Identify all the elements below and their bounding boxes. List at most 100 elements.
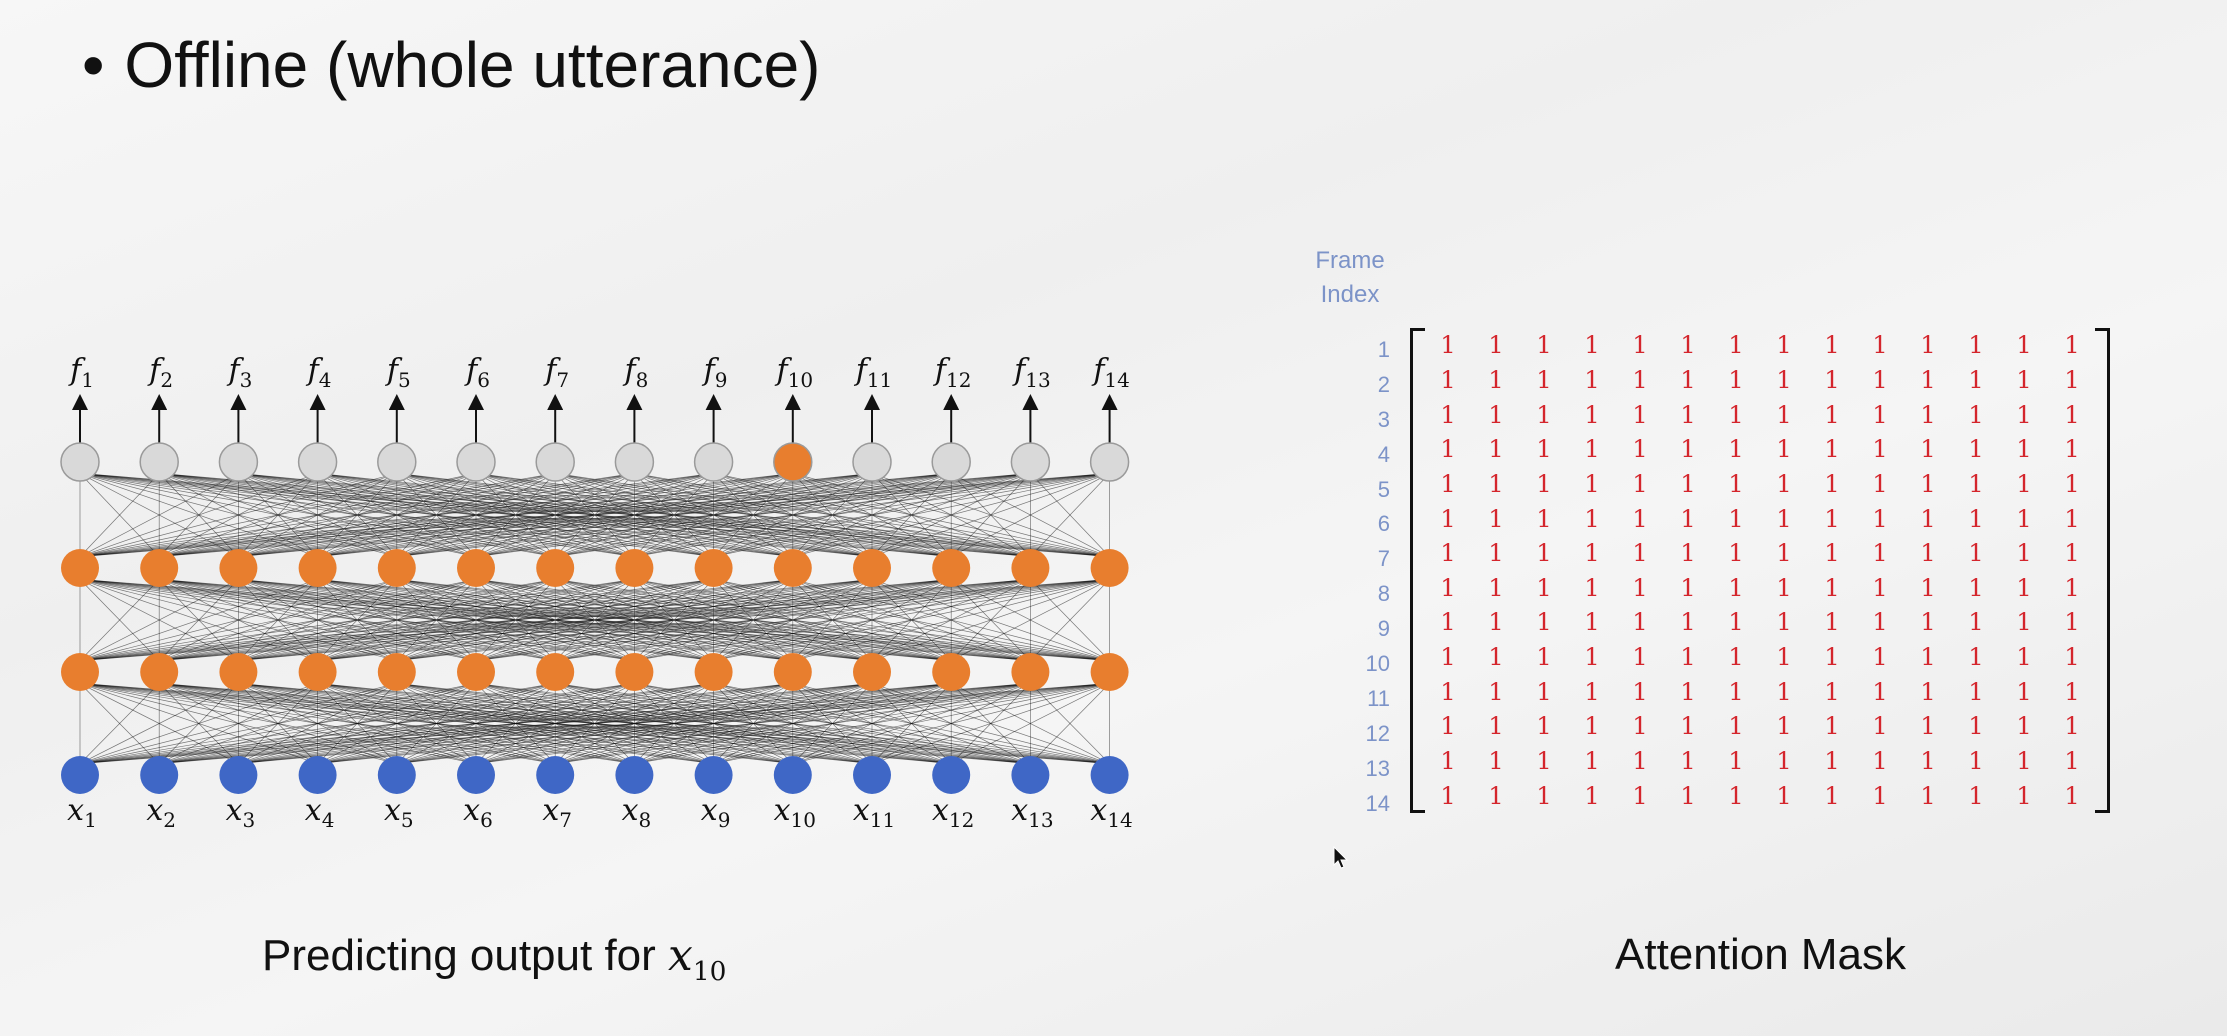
row-label: 10 — [1365, 651, 1390, 677]
matrix-cell: 1 — [1440, 747, 1456, 776]
matrix-cell: 1 — [1584, 712, 1600, 741]
edge — [871, 579, 1110, 661]
matrix-cell: 1 — [1824, 400, 1840, 429]
matrix-cell: 1 — [1536, 608, 1552, 637]
matrix-cell: 1 — [1488, 435, 1504, 464]
matrix-cell: 1 — [1920, 747, 1936, 776]
hidden-node-layer2-8 — [615, 549, 654, 587]
matrix-cell: 1 — [1968, 400, 1984, 429]
matrix-cell: 1 — [2016, 712, 2032, 741]
matrix-cell: 1 — [2064, 608, 2080, 637]
matrix-cell: 1 — [2064, 643, 2080, 672]
matrix-cell: 1 — [2016, 677, 2032, 706]
output-label-9: f9 — [702, 353, 728, 392]
matrix-cell: 1 — [1632, 435, 1648, 464]
matrix-cell: 1 — [1632, 712, 1648, 741]
matrix-cell: 1 — [1920, 435, 1936, 464]
caption-text: Predicting output for — [262, 931, 669, 980]
row-label: 1 — [1377, 337, 1390, 362]
output-node-12 — [931, 442, 971, 482]
hidden-node-layer2-2 — [140, 549, 179, 587]
edge — [317, 473, 1110, 557]
edge — [79, 473, 160, 557]
matrix-cell: 1 — [1536, 365, 1552, 394]
edge — [317, 683, 1110, 764]
edge — [79, 473, 1031, 557]
input-label-6: x6 — [463, 793, 493, 832]
matrix-cell: 1 — [1728, 435, 1744, 464]
edge — [1030, 683, 1110, 764]
matrix-cell: 1 — [1440, 677, 1456, 706]
matrix-cell: 1 — [1776, 573, 1792, 602]
output-node-1 — [60, 442, 100, 482]
matrix-cell: 1 — [1584, 504, 1600, 533]
matrix-cell: 1 — [1680, 331, 1696, 360]
edge — [79, 473, 239, 557]
edge — [79, 579, 635, 661]
matrix-cell: 1 — [2064, 504, 2080, 533]
input-label-12: x12 — [932, 793, 974, 832]
matrix-cell: 1 — [1680, 539, 1696, 568]
matrix-cell: 1 — [1872, 435, 1888, 464]
matrix-cell: 1 — [1872, 539, 1888, 568]
row-label: 7 — [1377, 546, 1390, 572]
row-label: 3 — [1377, 406, 1390, 432]
matrix-cell: 1 — [1824, 712, 1840, 741]
hidden-node-layer2-9 — [694, 549, 733, 587]
output-label-11: f11 — [854, 353, 893, 392]
matrix-cell: 1 — [1824, 365, 1840, 394]
matrix-cell: 1 — [1488, 365, 1504, 394]
output-arrows — [72, 394, 1118, 443]
hidden-node-layer2-11 — [853, 549, 891, 587]
edge — [951, 579, 1110, 661]
hidden-node-layer1-8 — [615, 653, 654, 691]
bullet: • — [82, 29, 105, 101]
matrix-cell: 1 — [2016, 331, 2032, 360]
neural-network-diagram: f1 x1 f2 x2 f3 x3 f4 x4 f5 x5 f6 x6 f7 x7 f8 x8 f9 x9 f10 x… — [60, 353, 1133, 832]
matrix-cell: 1 — [1728, 643, 1744, 672]
hidden-node-layer1-10 — [773, 653, 812, 691]
matrix-cell: 1 — [1488, 747, 1504, 776]
matrix-cell: 1 — [1920, 365, 1936, 394]
matrix-cell: 1 — [1968, 539, 1984, 568]
input-node-10 — [773, 756, 812, 794]
row-labels: 1 2 3 4 5 6 7 8 9 10 11 12 13 14 — [1330, 333, 1390, 821]
connection-edges — [79, 473, 1110, 764]
edge — [792, 579, 1110, 661]
matrix-cell: 1 — [1680, 677, 1696, 706]
input-node-6 — [457, 756, 495, 794]
row-label: 5 — [1377, 476, 1390, 502]
matrix-cell: 1 — [2064, 747, 2080, 776]
matrix-cell: 1 — [1920, 504, 1936, 533]
matrix-cell: 1 — [1776, 400, 1792, 429]
hidden-node-layer2-12 — [932, 549, 971, 587]
hidden-node-layer1-6 — [457, 653, 495, 691]
edge — [79, 683, 318, 764]
row-label: 11 — [1367, 685, 1390, 711]
hidden-node-layer2-10 — [773, 549, 812, 587]
matrix-cell: 1 — [1968, 435, 1984, 464]
edge — [79, 473, 1110, 557]
edge — [79, 579, 397, 661]
matrix-cell: 1 — [1920, 573, 1936, 602]
edge — [792, 683, 1110, 764]
matrix-cell: 1 — [1488, 504, 1504, 533]
input-label-8: x8 — [622, 793, 652, 832]
matrix-cell: 1 — [1536, 677, 1552, 706]
matrix-right-bracket — [2095, 328, 2110, 813]
edge — [555, 683, 1110, 764]
edge — [634, 683, 1110, 764]
output-node-10 — [773, 442, 813, 482]
attention-mask-caption: Attention Mask — [1615, 930, 1907, 979]
matrix-cell: 1 — [1872, 331, 1888, 360]
output-node-7 — [535, 442, 575, 482]
matrix-cell: 1 — [1536, 539, 1552, 568]
hidden-node-layer1-14 — [1090, 653, 1129, 691]
network-nodes — [60, 442, 1130, 794]
output-label-5: f5 — [385, 353, 411, 392]
output-node-11 — [852, 442, 892, 482]
matrix-cell: 1 — [1872, 712, 1888, 741]
matrix-cell: 1 — [1776, 781, 1792, 810]
edge — [159, 473, 1110, 557]
edge — [555, 473, 1110, 557]
